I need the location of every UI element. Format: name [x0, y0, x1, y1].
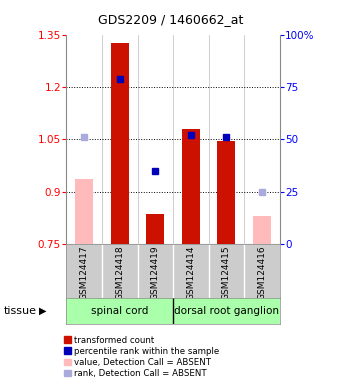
Bar [75, 179, 93, 244]
Text: dorsal root ganglion: dorsal root ganglion [174, 306, 279, 316]
Text: spinal cord: spinal cord [91, 306, 148, 316]
Text: GSM124416: GSM124416 [257, 245, 266, 300]
Bar [146, 214, 164, 244]
Text: GSM124419: GSM124419 [151, 245, 160, 300]
Bar [253, 216, 271, 244]
Bar [182, 129, 200, 244]
Bar [218, 141, 235, 244]
Legend: transformed count, percentile rank within the sample, value, Detection Call = AB: transformed count, percentile rank withi… [62, 334, 221, 380]
Text: GDS2209 / 1460662_at: GDS2209 / 1460662_at [98, 13, 243, 26]
Text: ▶: ▶ [39, 306, 46, 316]
Text: GSM124414: GSM124414 [186, 245, 195, 300]
Text: GSM124418: GSM124418 [115, 245, 124, 300]
Text: GSM124417: GSM124417 [80, 245, 89, 300]
Bar [111, 43, 129, 244]
Text: GSM124415: GSM124415 [222, 245, 231, 300]
Text: tissue: tissue [3, 306, 36, 316]
